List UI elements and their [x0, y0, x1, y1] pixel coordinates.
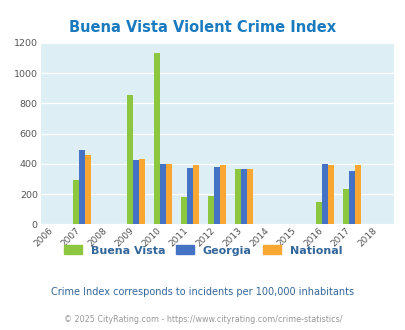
Bar: [79, 149, 85, 224]
Bar: [348, 171, 354, 224]
Bar: [234, 169, 241, 224]
Bar: [214, 167, 220, 224]
Bar: [127, 95, 133, 224]
Bar: [133, 160, 139, 224]
Text: © 2025 CityRating.com - https://www.cityrating.com/crime-statistics/: © 2025 CityRating.com - https://www.city…: [64, 315, 341, 324]
Text: Buena Vista Violent Crime Index: Buena Vista Violent Crime Index: [69, 20, 336, 35]
Bar: [73, 180, 79, 224]
Bar: [342, 189, 348, 224]
Bar: [187, 168, 193, 224]
Bar: [181, 197, 187, 224]
Bar: [354, 165, 360, 224]
Bar: [160, 164, 166, 224]
Legend: Buena Vista, Georgia, National: Buena Vista, Georgia, National: [60, 241, 345, 260]
Bar: [166, 164, 172, 224]
Bar: [154, 53, 160, 224]
Bar: [315, 202, 321, 224]
Bar: [139, 159, 145, 224]
Bar: [321, 164, 327, 224]
Bar: [85, 155, 91, 224]
Bar: [247, 169, 252, 224]
Bar: [220, 165, 226, 224]
Bar: [327, 165, 333, 224]
Bar: [193, 165, 199, 224]
Bar: [241, 169, 247, 224]
Text: Crime Index corresponds to incidents per 100,000 inhabitants: Crime Index corresponds to incidents per…: [51, 287, 354, 297]
Bar: [208, 196, 214, 224]
